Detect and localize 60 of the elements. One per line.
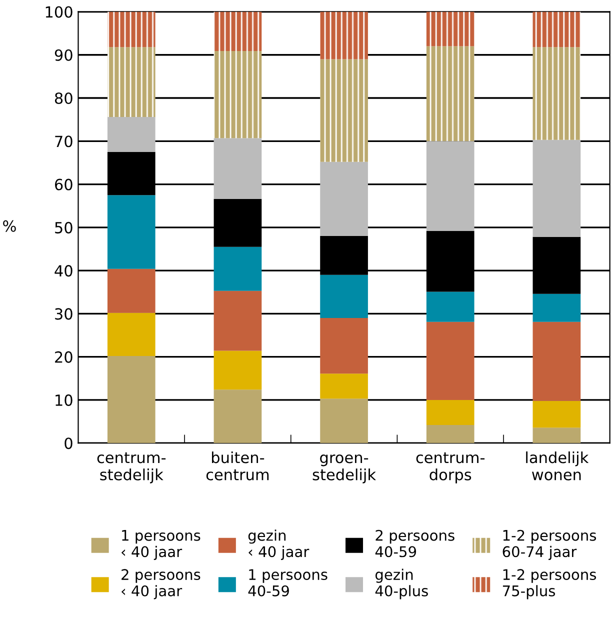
y-tick-label: 90 (54, 49, 72, 61)
bar (107, 356, 156, 444)
bar (532, 294, 581, 322)
bar (426, 292, 474, 322)
legend-label: 1 persoons ‹ 40 jaar (122, 530, 200, 560)
bar (107, 12, 156, 48)
bar (214, 246, 262, 291)
bar (214, 350, 262, 390)
x-tick-label: landelijk wonen (526, 451, 589, 480)
bar (214, 290, 262, 351)
x-tick-label: buiten- centrum (206, 451, 269, 480)
bar (320, 12, 368, 60)
bar (532, 400, 581, 428)
y-tick-label: 30 (55, 308, 72, 320)
legend-label: 2 persoons 40-59 (375, 530, 454, 558)
bar (214, 138, 262, 199)
x-tick-label: centrum- dorps (416, 452, 485, 484)
bar (107, 195, 156, 269)
legend-label: 1-2 persoons 75-plus (502, 569, 596, 600)
legend-label: 1-2 persoons 60-74 jaar (502, 530, 596, 560)
bar (426, 400, 474, 425)
bar (426, 12, 474, 46)
bar (214, 50, 262, 138)
y-tick-label: 40 (54, 265, 72, 277)
y-tick-label: 50 (55, 222, 72, 234)
y-tick-label: 100 (46, 6, 72, 18)
bar (426, 322, 474, 400)
x-tick-label: centrum- stedelijk (97, 452, 166, 484)
bar (320, 398, 368, 444)
y-tick-label: 10 (56, 394, 72, 406)
bar (532, 428, 581, 444)
bar (107, 116, 156, 152)
bar (320, 162, 368, 236)
legend-label: gezin 40-plus (375, 568, 428, 600)
bar (214, 390, 262, 444)
bar (426, 46, 474, 142)
legend-label: 2 persoons ‹ 40 jaar (122, 569, 200, 600)
bar (320, 318, 368, 374)
bar (107, 268, 156, 313)
y-tick-label: 0 (64, 438, 72, 450)
bar (532, 12, 581, 48)
bar (320, 374, 368, 399)
y-tick-label: 60 (54, 178, 72, 190)
legend-label: gezin ‹ 40 jaar (248, 530, 310, 560)
bar (532, 322, 581, 401)
y-tick-label: 70 (55, 136, 72, 148)
y-axis-title: % (3, 220, 16, 232)
y-tick-label: 80 (54, 92, 72, 104)
bar (107, 312, 156, 356)
x-tick-label: groen- stedelijk (312, 454, 376, 484)
bar (107, 47, 156, 117)
bar (214, 12, 262, 51)
y-tick-label: 20 (55, 351, 72, 363)
bar (532, 47, 581, 140)
bar (426, 141, 474, 231)
bar (320, 274, 368, 318)
bar (426, 424, 474, 444)
legend-label: 1 persoons 40-59 (248, 569, 328, 596)
bar (532, 140, 581, 237)
bar (320, 59, 368, 162)
